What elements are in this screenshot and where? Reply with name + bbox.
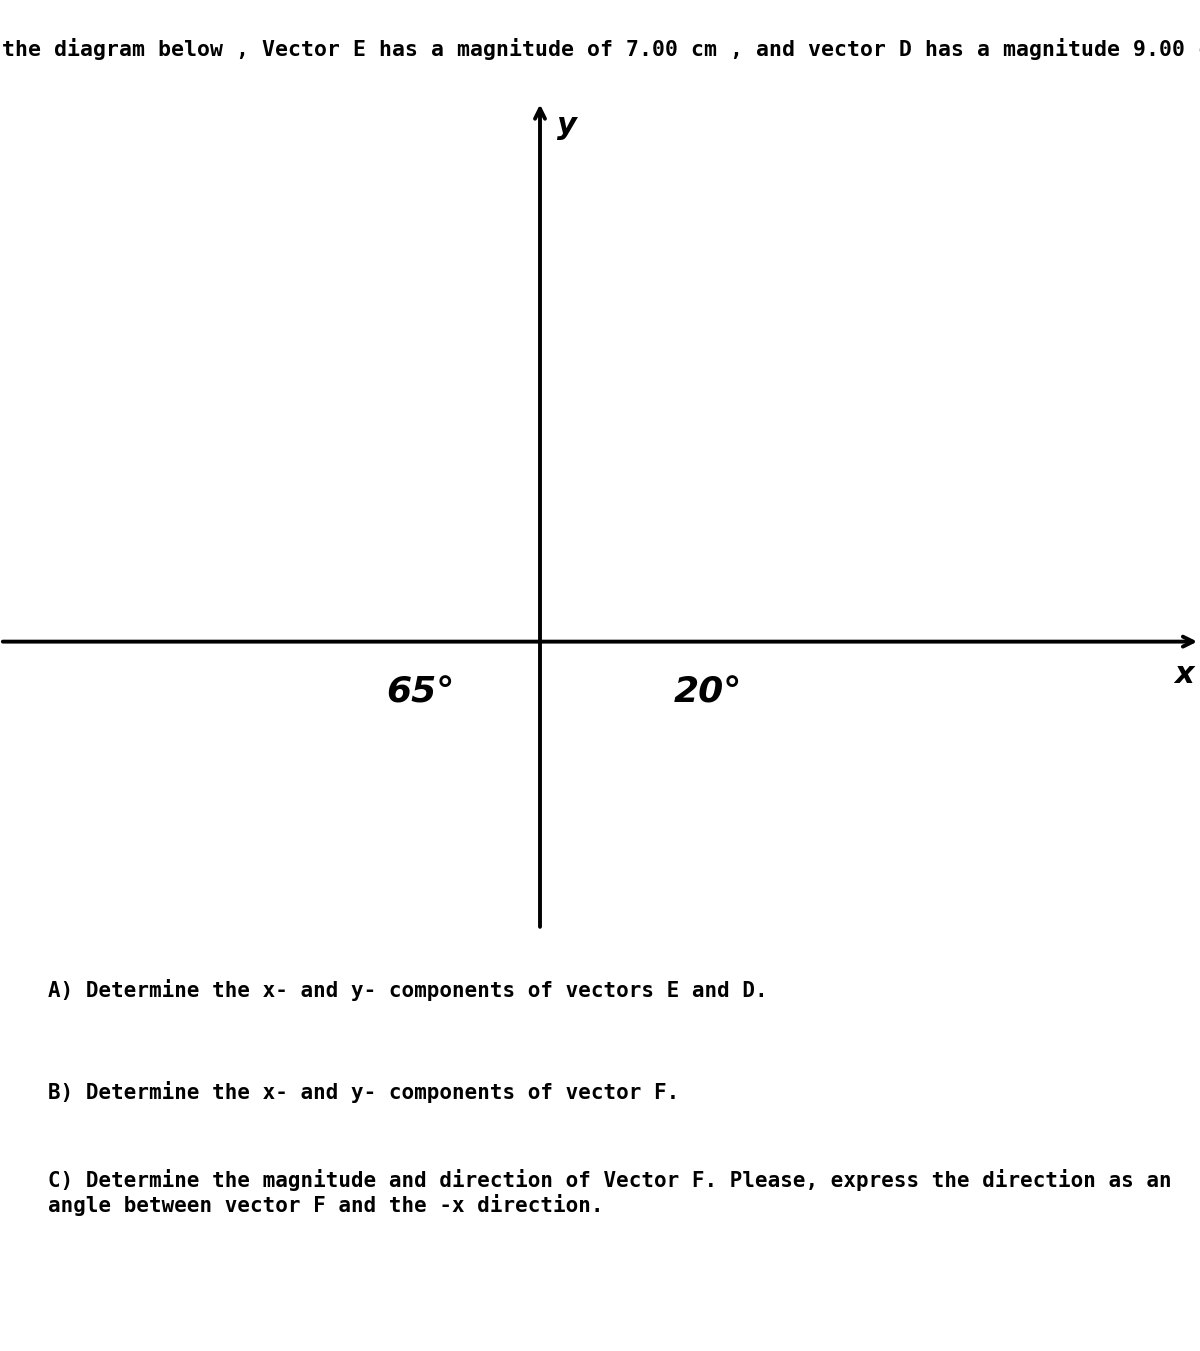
- Text: A) Determine the x- and y- components of vectors E and D.: A) Determine the x- and y- components of…: [48, 979, 768, 1001]
- Text: y: y: [557, 111, 577, 139]
- Text: 20°: 20°: [674, 676, 742, 709]
- Text: In the diagram below , Vector E has a magnitude of 7.00 cm , and vector D has a : In the diagram below , Vector E has a ma…: [0, 38, 1200, 59]
- Text: C) Determine the magnitude and direction of Vector F. Please, express the direct: C) Determine the magnitude and direction…: [48, 1169, 1171, 1216]
- Text: B) Determine the x- and y- components of vector F.: B) Determine the x- and y- components of…: [48, 1081, 679, 1102]
- Text: x: x: [1175, 661, 1194, 689]
- Text: 65°: 65°: [386, 676, 454, 709]
